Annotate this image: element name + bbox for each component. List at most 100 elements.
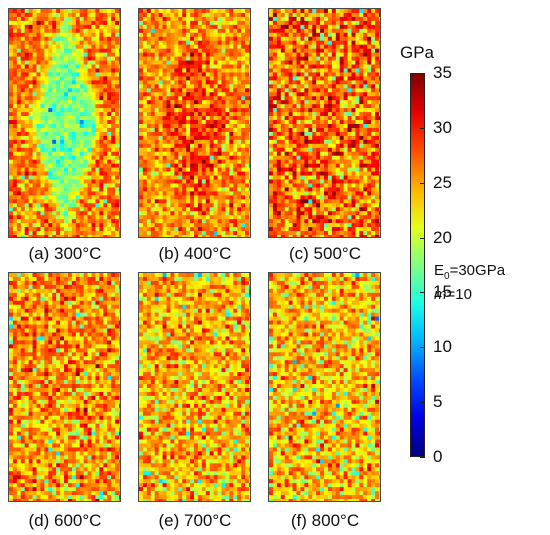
- heatmap-cell: [284, 56, 289, 61]
- heatmap-cell: [233, 215, 238, 220]
- heatmap-cell: [40, 139, 45, 145]
- heatmap-cell: [139, 135, 144, 141]
- heatmap-cell: [119, 28, 120, 34]
- heatmap-cell: [44, 116, 49, 121]
- heatmap-cell: [40, 203, 45, 208]
- heatmap-cell: [347, 179, 352, 184]
- heatmap-cell: [40, 155, 45, 160]
- heatmap-cell: [221, 80, 226, 85]
- heatmap-cell: [20, 112, 26, 117]
- heatmap-cell: [150, 223, 156, 228]
- heatmap-cell: [115, 92, 120, 97]
- heatmap-cell: [60, 48, 65, 53]
- heatmap-cell: [276, 88, 282, 93]
- heatmap-cell: [60, 60, 65, 65]
- heatmap-cell: [162, 52, 167, 57]
- heatmap-cell: [292, 76, 297, 81]
- heatmap-cell: [182, 84, 187, 89]
- heatmap-cell: [64, 112, 69, 117]
- heatmap-cell: [36, 104, 41, 109]
- heatmap-cell: [186, 147, 191, 153]
- heatmap-cell: [146, 167, 152, 172]
- heatmap-cell: [308, 44, 313, 49]
- heatmap-cell: [20, 191, 26, 196]
- heatmap-cell: [166, 143, 171, 149]
- heatmap-cell: [367, 167, 372, 172]
- heatmap-cell: [170, 100, 175, 105]
- heatmap-cell: [288, 120, 293, 125]
- heatmap-cell: [371, 116, 376, 121]
- heatmap-cell: [316, 104, 321, 109]
- heatmap-cell: [284, 155, 289, 160]
- heatmap-cell: [225, 88, 230, 93]
- heatmap-cell: [60, 171, 65, 176]
- heatmap-cell: [245, 76, 250, 81]
- heatmap-cell: [209, 72, 214, 77]
- heatmap-cell: [205, 64, 211, 69]
- heatmap-cell: [174, 28, 179, 34]
- heatmap-cell: [241, 135, 246, 141]
- heatmap-cell: [304, 9, 309, 14]
- heatmap-cell: [197, 36, 203, 42]
- heatmap-cell: [52, 92, 57, 97]
- heatmap-cell: [16, 104, 22, 109]
- heatmap-cell: [64, 199, 69, 204]
- heatmap-cell: [158, 80, 163, 85]
- heatmap-cell: [87, 108, 92, 113]
- heatmap-cell: [371, 80, 376, 85]
- heatmap-cell: [60, 68, 65, 73]
- heatmap-cell: [237, 84, 242, 89]
- heatmap-cell: [83, 12, 88, 18]
- heatmap-cell: [71, 139, 77, 145]
- heatmap-cell: [288, 147, 293, 153]
- heatmap-cell: [186, 60, 191, 65]
- heatmap-cell: [16, 159, 22, 164]
- heatmap-cell: [335, 112, 341, 117]
- heatmap-cell: [237, 80, 242, 85]
- heatmap-cell: [166, 151, 171, 157]
- heatmap-cell: [9, 159, 14, 164]
- heatmap-cell: [91, 64, 96, 69]
- heatmap-cell: [12, 135, 18, 141]
- heatmap-cell: [351, 96, 356, 101]
- heatmap-cell: [249, 123, 250, 129]
- heatmap-cell: [119, 120, 120, 125]
- heatmap-cell: [272, 223, 278, 228]
- heatmap-cell: [225, 139, 230, 145]
- heatmap-cell: [139, 112, 144, 117]
- heatmap-cell: [284, 28, 289, 34]
- heatmap-cell: [269, 44, 274, 49]
- heatmap-cell: [355, 203, 360, 208]
- heatmap-cell: [272, 64, 278, 69]
- heatmap-cell: [217, 120, 222, 125]
- heatmap-cell: [32, 88, 37, 93]
- heatmap-cell: [162, 235, 167, 237]
- heatmap-cell: [205, 108, 211, 113]
- heatmap-cell: [312, 139, 317, 145]
- heatmap-cell: [217, 88, 222, 93]
- heatmap-cell: [20, 203, 26, 208]
- heatmap-cell: [75, 12, 81, 18]
- heatmap-cell: [91, 179, 96, 184]
- heatmap-cell: [335, 104, 341, 109]
- heatmap-cell: [12, 211, 18, 216]
- heatmap-cell: [150, 155, 156, 160]
- heatmap-cell: [288, 187, 293, 192]
- heatmap-cell: [197, 12, 203, 18]
- heatmap-cell: [170, 96, 175, 101]
- heatmap-cell: [209, 12, 214, 18]
- heatmap-cell: [52, 187, 57, 192]
- heatmap-cell: [233, 116, 238, 121]
- heatmap-cell: [327, 40, 333, 45]
- heatmap-cell: [158, 72, 163, 77]
- heatmap-cell: [269, 135, 274, 141]
- heatmap-cell: [331, 159, 337, 164]
- heatmap-cell: [111, 191, 116, 196]
- heatmap-cell: [201, 211, 207, 216]
- heatmap-cell: [186, 84, 191, 89]
- heatmap-cell: [221, 131, 226, 137]
- heatmap-cell: [190, 219, 195, 224]
- heatmap-cell: [194, 151, 199, 157]
- heatmap-cell: [174, 88, 179, 93]
- heatmap-cell: [225, 207, 230, 212]
